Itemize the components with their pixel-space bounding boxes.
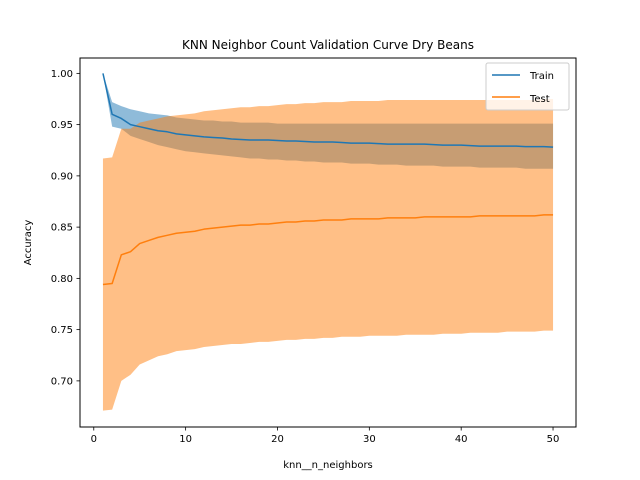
plot-frame: [79, 57, 577, 428]
y-tick-label: 0.85: [51, 223, 73, 234]
x-tick-label: 20: [271, 434, 284, 445]
x-tick-label: 0: [91, 434, 97, 445]
x-tick-label: 40: [455, 434, 468, 445]
y-tick-label: 0.75: [51, 325, 73, 336]
y-tick-label: 0.90: [51, 171, 73, 182]
test-std-band: [102, 99, 554, 411]
x-tick-label: 50: [547, 434, 560, 445]
y-axis-label: Accuracy: [23, 220, 34, 266]
x-tick-label: 30: [363, 434, 376, 445]
y-tick-label: 0.70: [51, 376, 73, 387]
x-axis-label: knn__n_neighbors: [283, 460, 373, 471]
test-mean-line: [102, 214, 554, 286]
legend: Train Test: [485, 62, 570, 111]
y-tick-label: 0.80: [51, 274, 73, 285]
y-tick-label: 0.95: [51, 120, 73, 131]
train-mean-line: [102, 73, 554, 148]
x-axis-ticks: 0 10 20 30 40 50: [91, 427, 560, 445]
y-axis-ticks: 0.70 0.75 0.80 0.85 0.90 0.95 1.00: [51, 69, 80, 387]
legend-label-test: Test: [529, 94, 550, 105]
legend-label-train: Train: [529, 71, 554, 82]
x-tick-label: 10: [179, 434, 192, 445]
chart-title: KNN Neighbor Count Validation Curve Dry …: [182, 38, 474, 52]
legend-box: [485, 62, 570, 111]
y-tick-label: 1.00: [51, 69, 73, 80]
series-lines: [102, 73, 554, 286]
